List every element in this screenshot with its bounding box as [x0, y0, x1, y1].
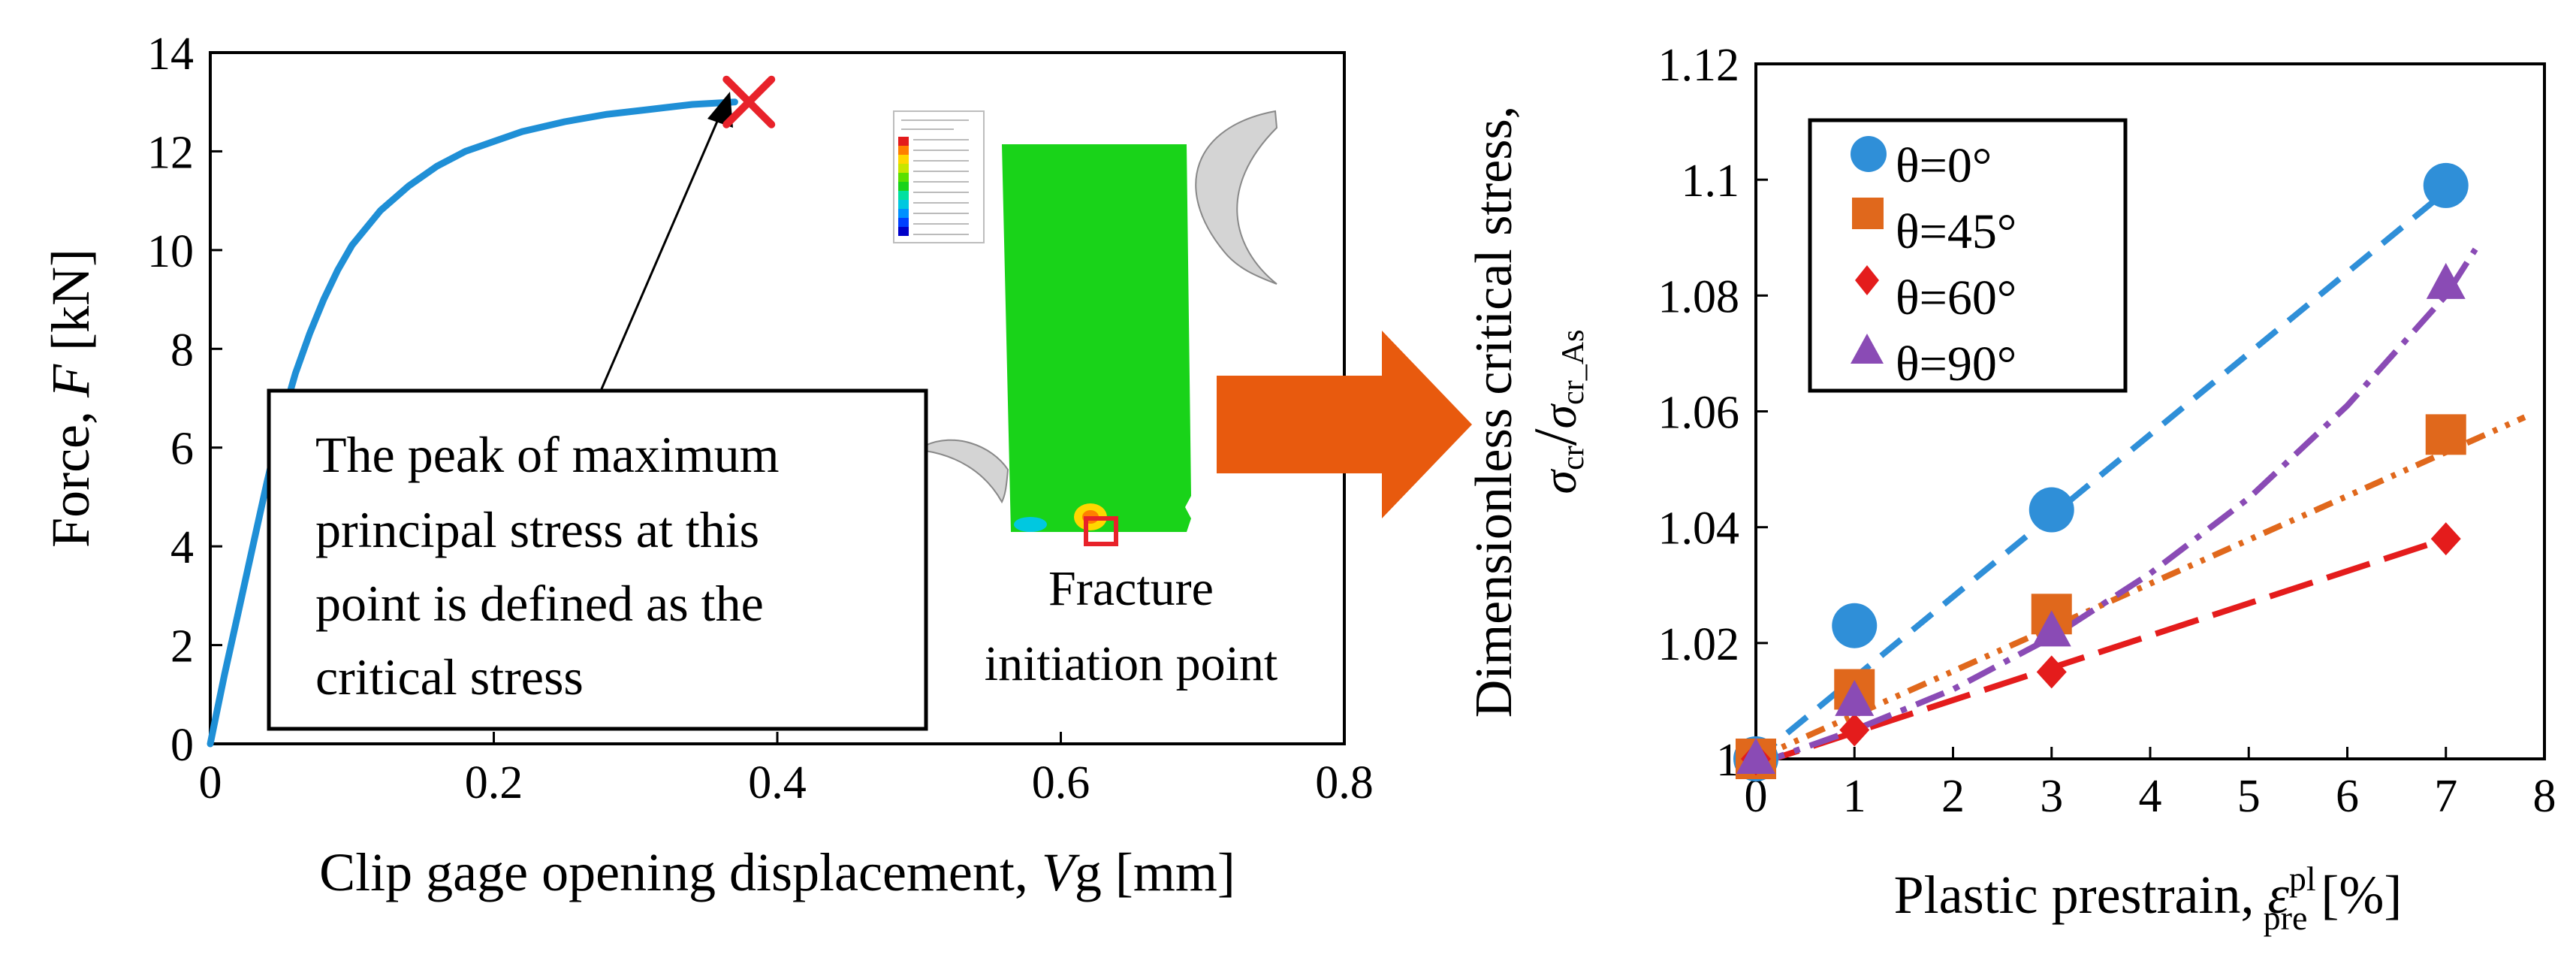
data-point-diamond — [2036, 655, 2067, 689]
callout-line-3: point is defined as the — [315, 575, 764, 632]
fixture-pin-bottom — [925, 439, 1009, 504]
contour-legend — [893, 110, 985, 243]
left-y-tick-label: 12 — [147, 127, 194, 178]
right-x-axis-label: Plastic prestrain, εpl pre [%] — [1894, 860, 2403, 937]
right-x-tick-label: 1 — [1843, 771, 1866, 822]
legend-marker-diamond — [1855, 265, 1879, 295]
fracture-label-line1: Fracture — [1048, 561, 1214, 616]
left-y-tick-label: 2 — [170, 621, 194, 672]
force-displacement-curve — [207, 98, 738, 748]
trend-line-diamond — [1754, 536, 2448, 768]
data-point-triangle — [1835, 679, 1875, 716]
data-point-diamond — [2430, 522, 2461, 556]
right-y-tick-label: 1.06 — [1658, 388, 1740, 439]
trend-line-square — [1754, 414, 2526, 762]
left-x-tick-label: 0 — [199, 757, 222, 808]
data-point-triangle — [2032, 610, 2071, 647]
legend-marker-square — [1852, 198, 1884, 229]
left-x-tick-label: 0.8 — [1315, 757, 1374, 808]
right-y-tick-label: 1.04 — [1658, 503, 1740, 554]
data-point-circle — [2423, 162, 2469, 208]
legend-label-60: θ=60° — [1896, 270, 2016, 325]
data-point-triangle — [2426, 262, 2466, 299]
peak-x-marker — [722, 75, 776, 128]
callout-arrow-line — [599, 107, 725, 391]
legend-marker-triangle — [1851, 334, 1884, 364]
left-y-tick-label: 14 — [147, 29, 194, 80]
right-x-tick-label: 6 — [2336, 771, 2359, 822]
legend: θ=0° θ=45° θ=60° θ=90° — [1808, 118, 2128, 393]
right-x-tick-label: 8 — [2533, 771, 2556, 822]
data-point-triangle — [1736, 738, 1775, 774]
fem-model-inset — [893, 110, 1278, 546]
left-x-tick-label: 0.4 — [748, 757, 807, 808]
right-x-tick-label: 4 — [2139, 771, 2162, 822]
left-y-tick-label: 10 — [147, 226, 194, 277]
left-y-tick-label: 0 — [170, 720, 194, 771]
legend-label-90: θ=90° — [1896, 337, 2016, 391]
callout-box: The peak of maximum principal stress at … — [267, 388, 928, 731]
right-x-tick-label: 7 — [2434, 771, 2457, 822]
left-y-ticks: 0 2 4 6 8 10 12 14 — [147, 29, 222, 771]
specimen-body — [1002, 144, 1191, 532]
data-point-diamond — [1839, 713, 1870, 747]
right-y-tick-label: 1.12 — [1658, 40, 1740, 91]
callout-arrow-head — [707, 92, 733, 128]
data-point-square — [2425, 414, 2466, 455]
callout-line-2: principal stress at this — [315, 501, 759, 558]
fracture-initiation-marker — [1084, 516, 1118, 546]
legend-label-45: θ=45° — [1896, 204, 2016, 259]
data-point-circle — [1832, 603, 1878, 648]
right-y-axis-label-line2: σcr/σcr_As — [1521, 330, 1591, 494]
callout-line-4: critical stress — [315, 648, 584, 706]
data-point-circle — [2029, 487, 2074, 533]
trend-line-triangle — [1754, 247, 2478, 768]
stress-concentration-blue — [1014, 517, 1047, 532]
fixture-pin-top — [1195, 110, 1278, 285]
left-x-tick-label: 0.6 — [1032, 757, 1090, 808]
left-x-tick-label: 0.2 — [465, 757, 523, 808]
fracture-label-line2: initiation point — [985, 636, 1278, 691]
data-points — [1733, 162, 2469, 781]
right-y-axis-label-line1: Dimensionless critical stress, — [1465, 106, 1523, 718]
left-x-axis-label: Clip gage opening displacement, Vg [mm] — [319, 842, 1235, 902]
right-y-tick-label: 1.1 — [1682, 156, 1740, 207]
left-force-chart: 0 2 4 6 8 10 12 14 0 0.2 0.4 0.6 0.8 — [41, 29, 1374, 902]
trend-line-circle — [1754, 189, 2448, 762]
right-x-tick-label: 2 — [1941, 771, 1965, 822]
right-y-ticks: 11.021.041.061.081.11.12 — [1658, 40, 1768, 786]
legend-label-0: θ=0° — [1896, 138, 1992, 193]
left-x-ticks: 0 0.2 0.4 0.6 0.8 — [199, 732, 1374, 808]
trend-lines — [1754, 189, 2526, 768]
transition-arrow — [1217, 331, 1472, 518]
right-x-tick-label: 3 — [2040, 771, 2063, 822]
left-y-tick-label: 6 — [170, 424, 194, 475]
legend-marker-circle — [1851, 136, 1887, 172]
right-y-tick-label: 1.08 — [1658, 271, 1740, 322]
left-y-tick-label: 4 — [170, 522, 194, 573]
callout-line-1: The peak of maximum — [315, 426, 779, 483]
right-x-tick-label: 5 — [2237, 771, 2261, 822]
right-y-tick-label: 1.02 — [1658, 619, 1740, 670]
left-y-axis-label: Force, F [kN] — [41, 249, 101, 548]
left-y-tick-label: 8 — [170, 325, 194, 376]
